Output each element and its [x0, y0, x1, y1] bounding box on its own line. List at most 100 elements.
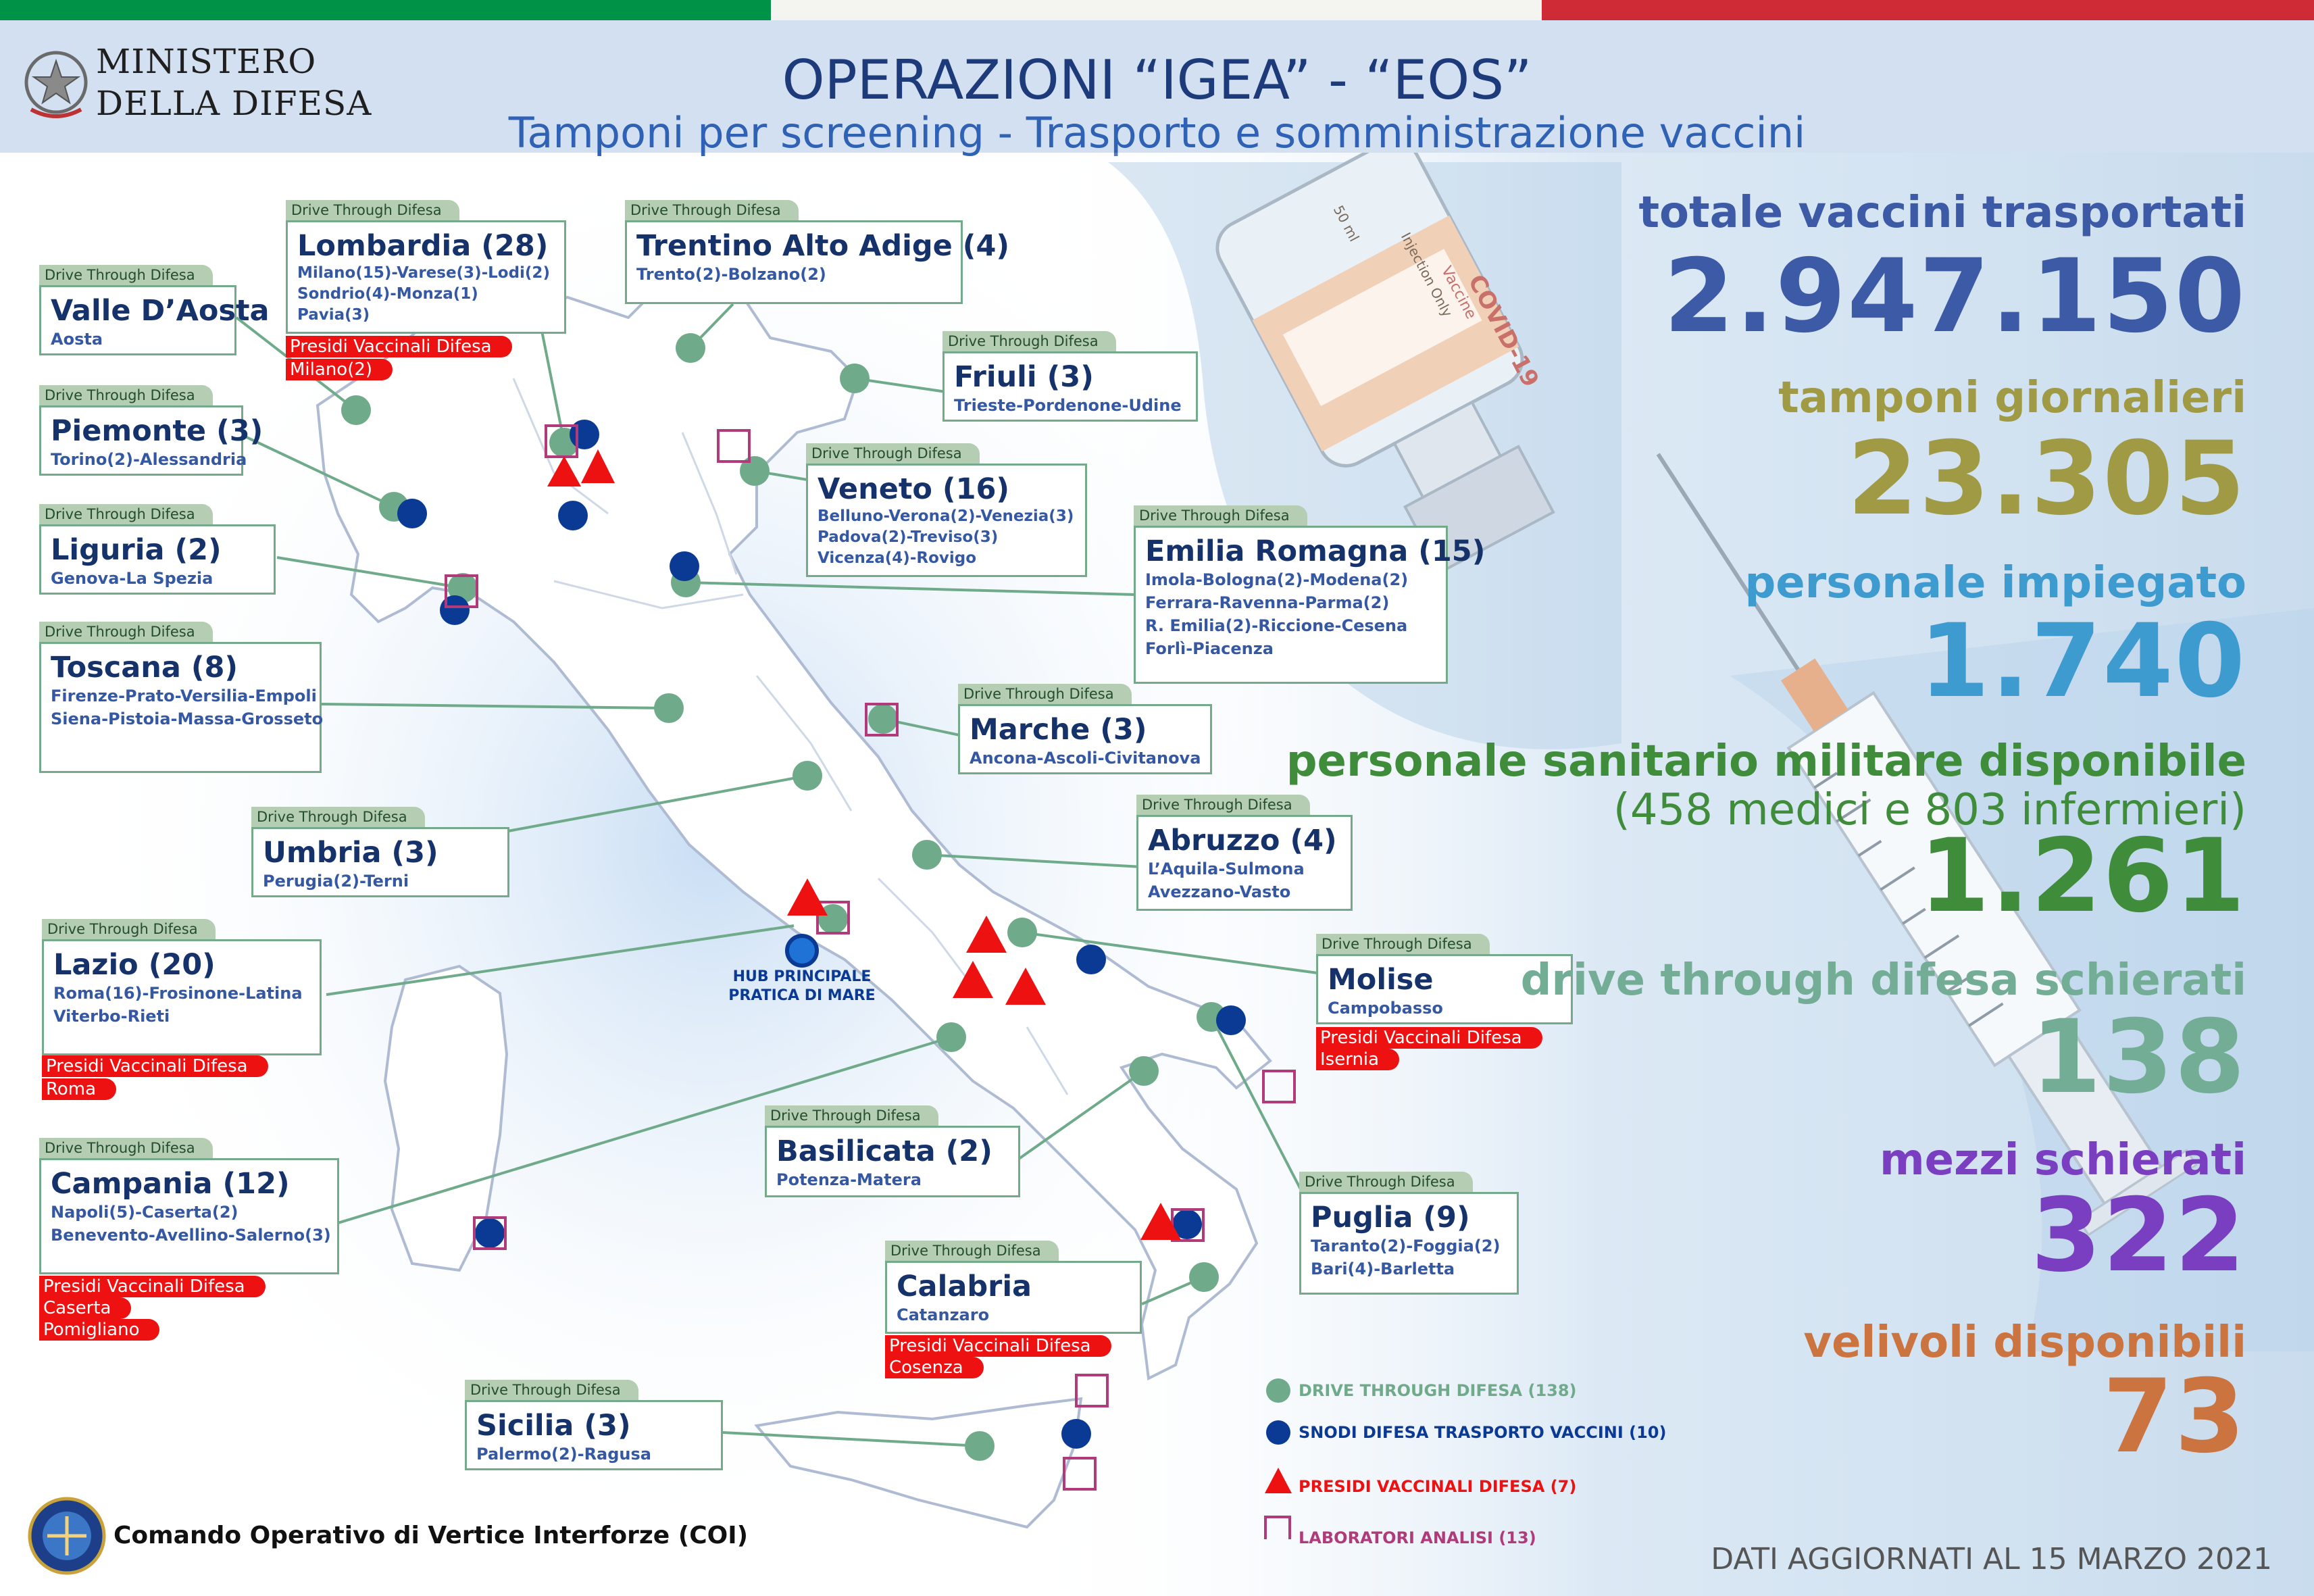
- drive-through-tag: Drive Through Difesa: [39, 265, 213, 285]
- drive-through-tag: Drive Through Difesa: [625, 200, 799, 220]
- transport-node-marker: [570, 420, 599, 449]
- drive-through-tag: Drive Through Difesa: [1134, 505, 1307, 526]
- vaccination-site-marker: [1140, 1203, 1181, 1240]
- drive-through-tag: Drive Through Difesa: [1299, 1172, 1473, 1192]
- region-box: Lombardia (28) Milano(15)-Varese(3)-Lodi…: [286, 220, 566, 334]
- region-cities: Taranto(2)-Foggia(2): [1311, 1237, 1501, 1255]
- region-cities: Trieste-Pordenone-Udine: [954, 396, 1182, 415]
- legend-presidi-symbol: [1265, 1468, 1292, 1493]
- region-box: Liguria (2) Genova-La Spezia: [39, 524, 276, 595]
- region-box: Valle D’Aosta Aosta: [39, 285, 270, 355]
- drive-through-marker: [936, 1022, 966, 1052]
- transport-node-marker: [475, 1218, 505, 1248]
- region-cities: Avezzano-Vasto: [1148, 882, 1291, 901]
- region-cities: Siena-Pistoia-Massa-Grosseto: [51, 709, 324, 728]
- region-name: Calabria: [897, 1270, 1032, 1303]
- presidi-tag: Presidi Vaccinali Difesa: [885, 1335, 1111, 1357]
- region-box: Piemonte (3) Torino(2)-Alessandria: [39, 405, 263, 476]
- region-name: Molise: [1328, 963, 1434, 997]
- region-cities: Palermo(2)-Ragusa: [476, 1445, 651, 1464]
- stat-value-mezzi: 322: [2030, 1177, 2246, 1295]
- region-cities: Ancona-Ascoli-Civitanova: [970, 749, 1201, 768]
- region-name: Veneto (16): [818, 472, 1010, 506]
- hub-line-2: PRATICA DI MARE: [728, 987, 876, 1004]
- region-cities: Perugia(2)-Terni: [263, 872, 409, 891]
- region-name: Trentino Alto Adige (4): [636, 229, 1010, 263]
- drive-through-marker: [793, 761, 822, 791]
- region-cities: Benevento-Avellino-Salerno(3): [51, 1226, 331, 1245]
- stat-label-sanitario-detail: (458 medici e 803 infermieri): [1613, 785, 2246, 835]
- region-cities: Ferrara-Ravenna-Parma(2): [1145, 593, 1390, 612]
- drive-through-tag: Drive Through Difesa: [1316, 934, 1490, 954]
- region-cities: R. Emilia(2)-Riccione-Cesena: [1145, 616, 1408, 635]
- presidi-tag: Presidi Vaccinali Difesa: [286, 336, 512, 357]
- hub-line-1: HUB PRINCIPALE: [732, 968, 872, 985]
- drive-through-tag: Drive Through Difesa: [885, 1241, 1059, 1261]
- stat-value-velivoli: 73: [2103, 1358, 2246, 1476]
- legend-symbols: [1264, 1378, 1292, 1539]
- drive-through-tag: Drive Through Difesa: [942, 331, 1116, 351]
- drive-through-tag: Drive Through Difesa: [806, 443, 980, 464]
- region-cities: Padova(2)-Treviso(3): [818, 528, 999, 546]
- legend-drive-label: DRIVE THROUGH DIFESA (138): [1299, 1381, 1577, 1400]
- lab-marker: [473, 1216, 507, 1250]
- lab-marker: [1262, 1070, 1296, 1103]
- region-cities: Trento(2)-Bolzano(2): [636, 265, 826, 284]
- stat-value-personale: 1.740: [1919, 603, 2246, 720]
- region-cities: Aosta: [51, 330, 103, 349]
- vaccination-site-marker: [787, 878, 828, 916]
- region-name: Umbria (3): [263, 836, 438, 870]
- stat-value-sanitario: 1.261: [1919, 818, 2246, 935]
- region-box: Marche (3) Ancona-Ascoli-Civitanova: [958, 704, 1212, 774]
- transport-node-marker: [440, 595, 470, 625]
- region-box: Trentino Alto Adige (4) Trento(2)-Bolzan…: [625, 220, 1010, 304]
- drive-through-marker: [676, 333, 705, 363]
- vaccination-site-marker: [581, 449, 615, 483]
- region-cities: Pavia(3): [297, 306, 370, 324]
- stat-label-tamponi: tamponi giornalieri: [1778, 373, 2246, 423]
- region-cities: Bari(4)-Barletta: [1311, 1260, 1455, 1278]
- region-name: Toscana (8): [51, 651, 238, 684]
- lab-marker: [865, 703, 899, 737]
- lab-marker: [816, 901, 850, 934]
- page-title: OPERAZIONI “IGEA” - “EOS”: [782, 49, 1532, 111]
- region-name: Sicilia (3): [476, 1409, 631, 1443]
- region-cities: Vicenza(4)-Rovigo: [818, 549, 977, 567]
- drive-through-tag: Drive Through Difesa: [286, 200, 459, 220]
- presidi-city: Caserta: [39, 1297, 132, 1319]
- drive-through-marker: [1007, 918, 1037, 947]
- drive-through-marker: [868, 704, 898, 734]
- drive-through-marker: [840, 364, 870, 393]
- region-name: Marche (3): [970, 713, 1147, 747]
- header-band: MINISTERO DELLA DIFESA OPERAZIONI “IGEA”…: [0, 20, 2314, 157]
- presidi-city: Isernia: [1316, 1049, 1400, 1070]
- region-name: Emilia Romagna (15): [1145, 534, 1486, 568]
- drive-through-marker: [818, 904, 848, 934]
- vaccination-site-marker: [1005, 968, 1046, 1005]
- region-name: Piemonte (3): [51, 414, 263, 448]
- presidi-tag: Presidi Vaccinali Difesa: [39, 1276, 266, 1297]
- legend-lab-label: LABORATORI ANALISI (13): [1299, 1528, 1536, 1547]
- region-name: Friuli (3): [954, 360, 1094, 394]
- region-cities: Firenze-Prato-Versilia-Empoli: [51, 687, 317, 705]
- region-cities: Milano(15)-Varese(3)-Lodi(2): [297, 264, 550, 282]
- drive-through-marker: [1189, 1262, 1219, 1292]
- flag-red-stripe: [1542, 0, 2314, 20]
- region-box: Lazio (20) Roma(16)-Frosinone-Latina Vit…: [42, 939, 322, 1055]
- region-cities: Torino(2)-Alessandria: [51, 450, 247, 469]
- drive-through-marker: [654, 693, 684, 723]
- region-name: Puglia (9): [1311, 1201, 1470, 1235]
- main-hub-marker: [785, 934, 819, 968]
- region-cities: Sondrio(4)-Monza(1): [297, 285, 478, 303]
- drive-through-marker: [1129, 1056, 1159, 1086]
- republic-emblem-icon: [24, 51, 88, 118]
- region-cities: L’Aquila-Sulmona: [1148, 859, 1305, 878]
- region-box: Basilicata (2) Potenza-Matera: [765, 1126, 1020, 1197]
- drive-through-tag: Drive Through Difesa: [39, 385, 213, 405]
- ministry-line-2: DELLA DIFESA: [96, 84, 372, 123]
- lab-marker: [445, 574, 478, 608]
- drive-through-tag: Drive Through Difesa: [765, 1105, 938, 1126]
- region-cities: Viterbo-Rieti: [53, 1007, 170, 1026]
